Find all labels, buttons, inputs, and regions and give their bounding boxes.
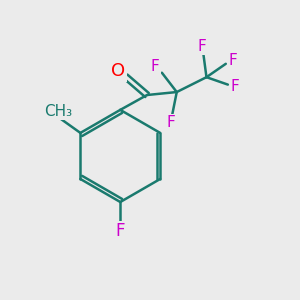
Text: O: O (111, 62, 125, 80)
Text: CH₃: CH₃ (44, 104, 72, 119)
Text: F: F (116, 222, 125, 240)
Text: F: F (198, 39, 206, 54)
Text: F: F (151, 59, 160, 74)
Text: F: F (167, 115, 175, 130)
Text: F: F (229, 53, 238, 68)
Text: F: F (231, 79, 240, 94)
